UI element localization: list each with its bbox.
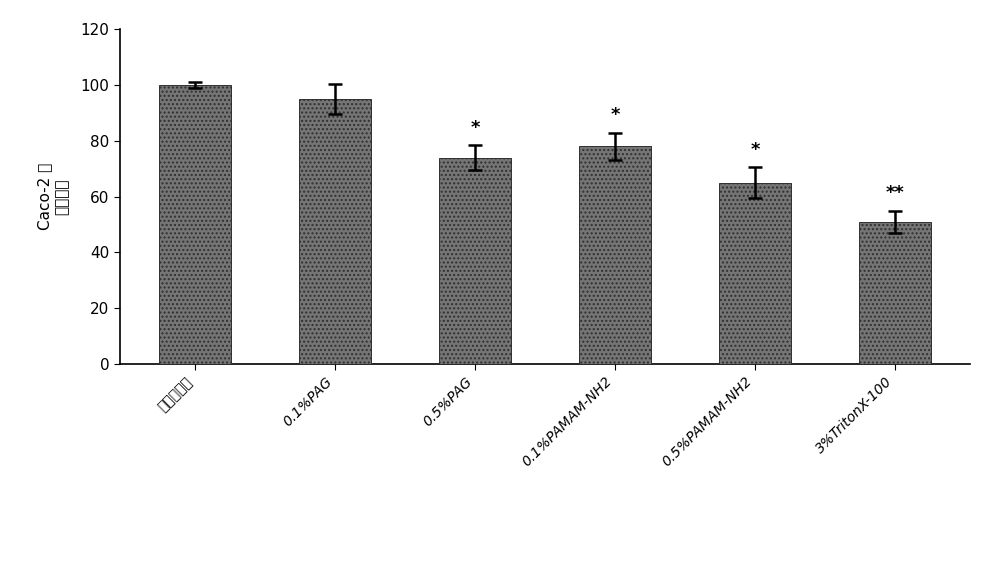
Bar: [579, 146, 651, 364]
Bar: [159, 85, 231, 364]
Bar: [719, 183, 791, 364]
Text: *: *: [750, 141, 760, 159]
Text: *: *: [470, 119, 480, 137]
Bar: [299, 99, 371, 364]
Text: **: **: [886, 184, 904, 202]
Y-axis label: Caco-2 细
胞存活率: Caco-2 细 胞存活率: [37, 163, 70, 230]
Text: *: *: [610, 106, 620, 124]
Bar: [439, 158, 511, 364]
Bar: [859, 222, 931, 364]
